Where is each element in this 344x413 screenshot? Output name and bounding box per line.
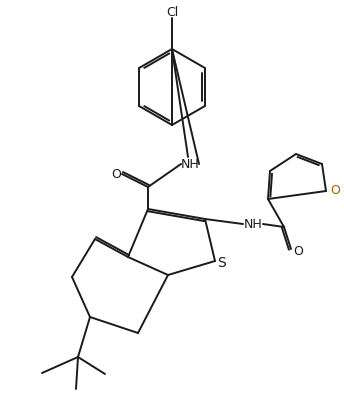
Text: O: O (293, 245, 303, 258)
Text: S: S (217, 255, 225, 269)
Text: Cl: Cl (166, 7, 178, 19)
Text: NH: NH (181, 158, 200, 171)
Text: NH: NH (244, 218, 262, 231)
Text: O: O (111, 168, 121, 181)
Text: O: O (330, 184, 340, 197)
